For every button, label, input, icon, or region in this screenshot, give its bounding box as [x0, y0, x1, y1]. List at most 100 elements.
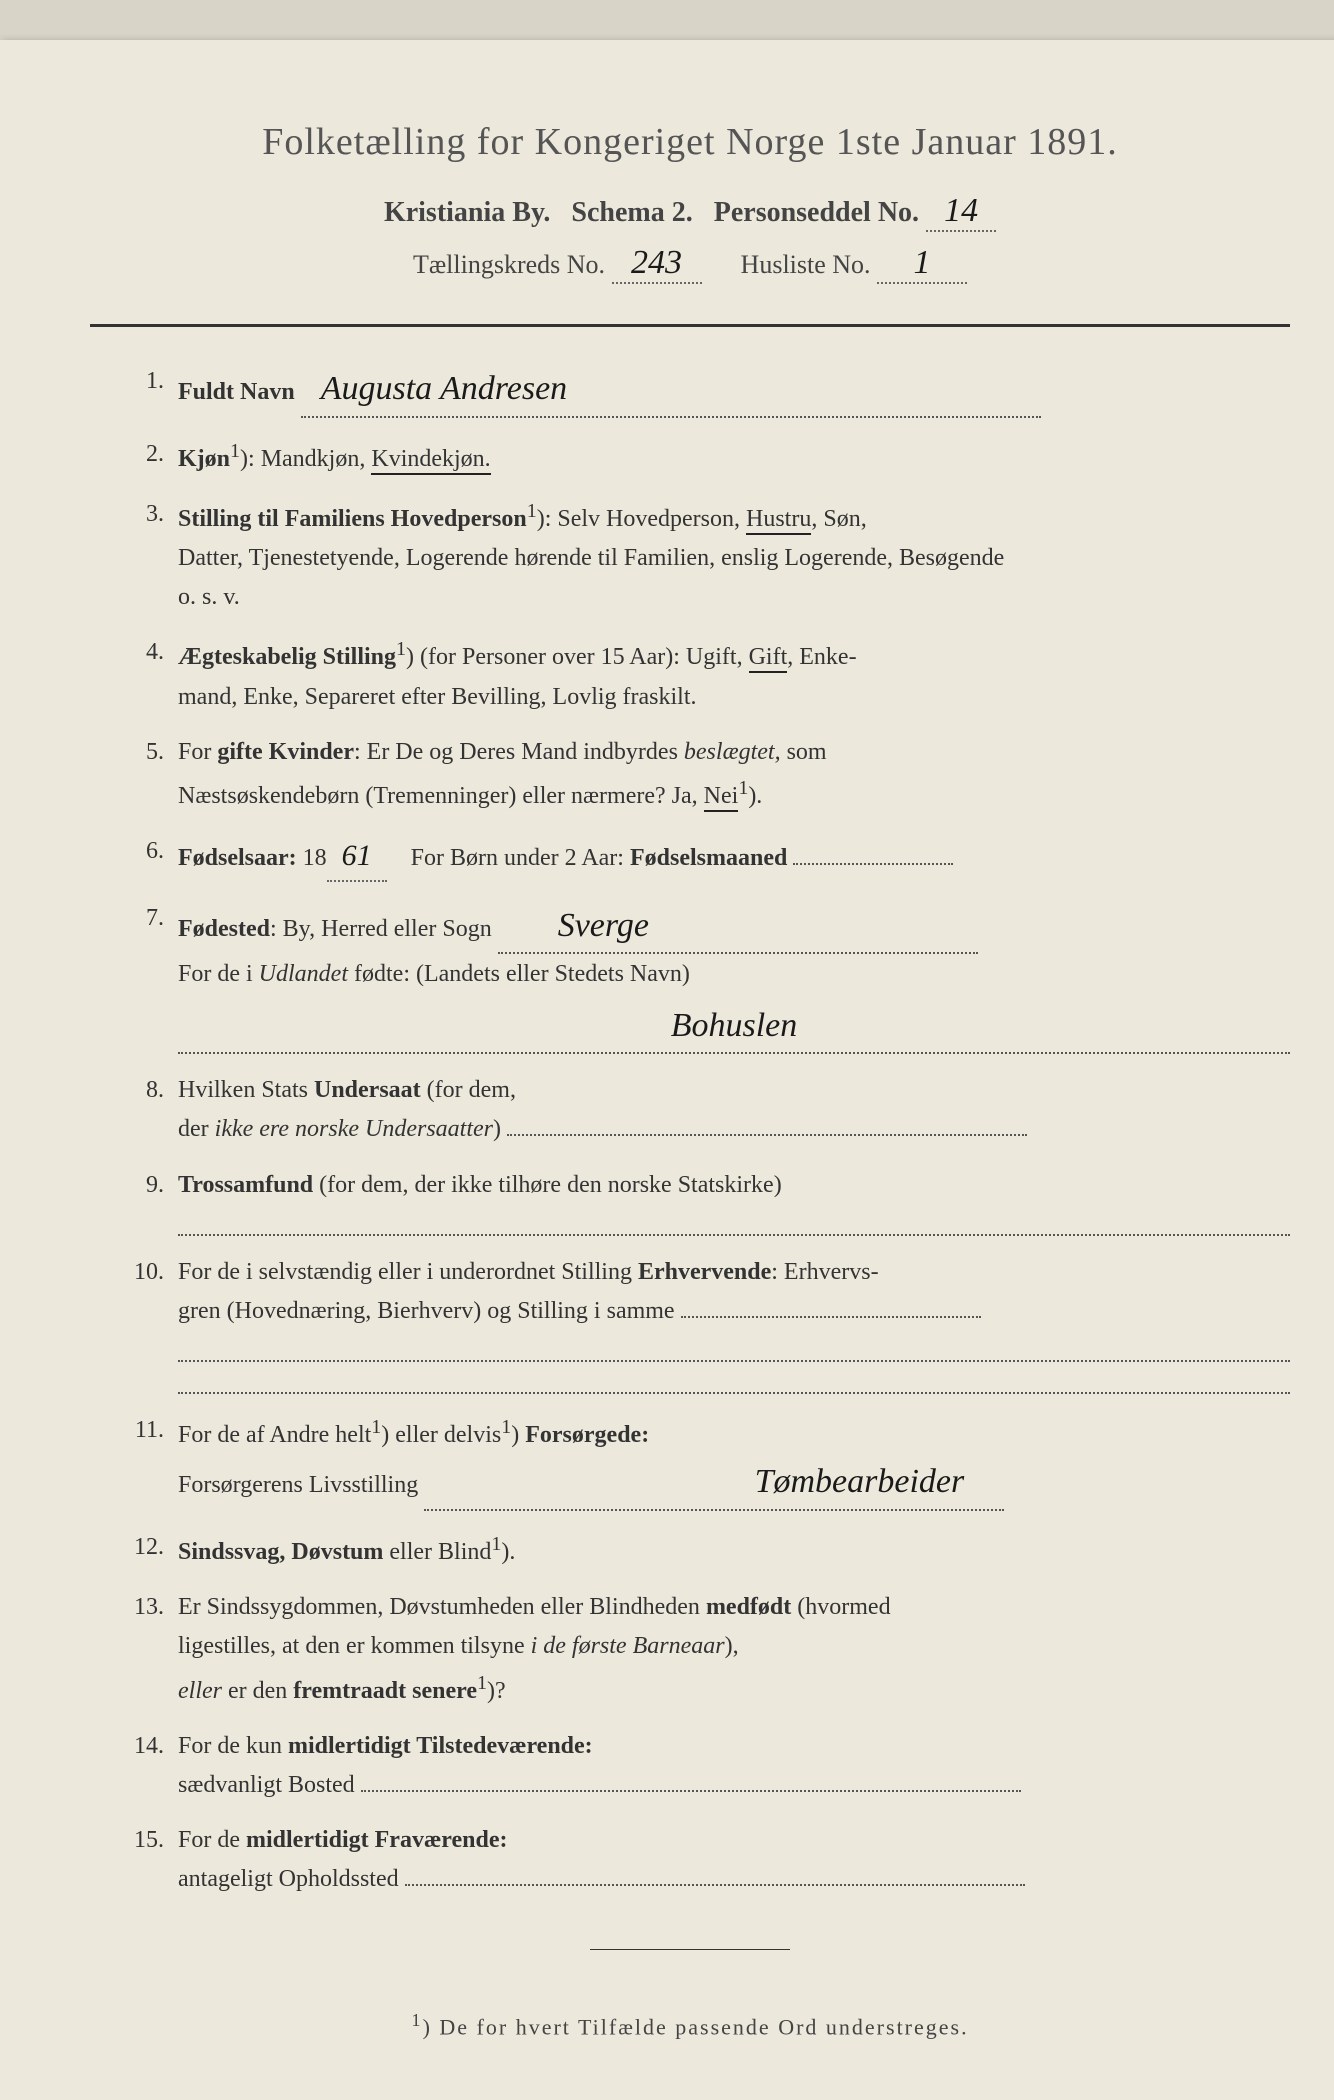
field-label: Kjøn [178, 446, 230, 472]
field-2: 2. Kjøn1): Mandkjøn, Kvindekjøn. [110, 436, 1290, 478]
field-num: 3. [110, 496, 178, 617]
sup: 1 [527, 500, 537, 522]
field-label: Fuldt Navn [178, 379, 295, 405]
em: Udlandet [259, 961, 348, 987]
sup: 1 [491, 1533, 501, 1555]
text: ), [725, 1633, 739, 1659]
field-num: 14. [110, 1728, 178, 1804]
text: (hvormed [791, 1594, 890, 1620]
field-7: 7. Fødested: By, Herred eller Sogn Sverg… [110, 900, 1290, 1055]
city-label: Kristiania By. [384, 197, 550, 228]
field-13: 13. Er Sindssygdommen, Døvstumheden elle… [110, 1589, 1290, 1710]
text-line2: mand, Enke, Separeret efter Bevilling, L… [178, 679, 1290, 716]
field-label: Trossamfund [178, 1172, 313, 1198]
footnote: 1) De for hvert Tilfælde passende Ord un… [90, 2010, 1290, 2040]
field-num: 11. [110, 1412, 178, 1511]
field-num: 7. [110, 900, 178, 1055]
field-5: 5. For gifte Kvinder: Er De og Deres Man… [110, 734, 1290, 815]
text: For de kun [178, 1733, 288, 1759]
label-bold: Undersaat [314, 1077, 421, 1103]
text: Næstsøskendebørn (Tremenninger) eller næ… [178, 783, 704, 809]
main-title: Folketælling for Kongeriget Norge 1ste J… [90, 120, 1290, 164]
text: Hvilken Stats [178, 1077, 314, 1103]
field-11: 11. For de af Andre helt1) eller delvis1… [110, 1412, 1290, 1511]
text: fødte: (Landets eller Stedets Navn) [348, 961, 690, 987]
text-line2: Datter, Tjenestetyende, Logerende hørend… [178, 540, 1290, 577]
text: , Enke- [787, 644, 856, 670]
field-num: 4. [110, 634, 178, 715]
text: (for dem, [421, 1077, 516, 1103]
text: (for dem, der ikke tilhøre den norske St… [313, 1172, 782, 1198]
kreds-label: Tællingskreds No. [413, 250, 605, 279]
text: ligestilles, at den er kommen tilsyne [178, 1633, 531, 1659]
label-bold: gifte Kvinder [217, 739, 354, 765]
text: : By, Herred eller Sogn [270, 916, 492, 942]
field-6: 6. Fødselsaar: 1861 For Børn under 2 Aar… [110, 833, 1290, 882]
year-value: 61 [342, 839, 372, 872]
label-bold: Forsørgede: [525, 1422, 649, 1448]
text: For de [178, 1827, 246, 1853]
schema-label: Schema 2. [571, 197, 692, 228]
text: )? [487, 1678, 506, 1704]
field-label: Ægteskabelig Stilling [178, 644, 396, 670]
foreign-place-value: Bohuslen [671, 1000, 798, 1053]
personseddel-no: 14 [944, 192, 978, 230]
text: For de af Andre helt [178, 1422, 371, 1448]
sup: 1 [411, 2010, 422, 2030]
text: er den [222, 1678, 293, 1704]
subtitle-row-2: Tællingskreds No. 243 Husliste No. 1 [90, 244, 1290, 284]
field-label: Stilling til Familiens Hovedperson [178, 506, 527, 532]
field-3: 3. Stilling til Familiens Hovedperson1):… [110, 496, 1290, 617]
husliste-label: Husliste No. [741, 250, 871, 279]
sup: 1 [738, 777, 748, 799]
text: : Er De og Deres Mand indbyrdes [354, 739, 684, 765]
em: i de første Barneaar [531, 1633, 725, 1659]
text: Er Sindssygdommen, Døvstumheden eller Bl… [178, 1594, 706, 1620]
text: ) eller delvis [381, 1422, 501, 1448]
option-text: Mandkjøn, [261, 446, 372, 472]
personseddel-label: Personseddel No. [714, 197, 919, 228]
text: ) (for Personer over 15 Aar): Ugift, [406, 644, 749, 670]
text: eller Blind [383, 1539, 491, 1565]
sup: 1 [501, 1416, 511, 1438]
field-15: 15. For de midlertidigt Fraværende: anta… [110, 1822, 1290, 1898]
field-10: 10. For de i selvstændig eller i underor… [110, 1254, 1290, 1394]
field-num: 5. [110, 734, 178, 815]
text: For [178, 739, 217, 765]
field-label: Fødselsaar: [178, 845, 297, 871]
field-num: 6. [110, 833, 178, 882]
label-bold: medfødt [706, 1594, 791, 1620]
sup: 1 [477, 1672, 487, 1694]
field-num: 1. [110, 363, 178, 418]
sup: 1 [230, 440, 240, 462]
field-9: 9. Trossamfund (for dem, der ikke tilhør… [110, 1167, 1290, 1236]
text: Forsørgerens Livsstilling [178, 1472, 418, 1498]
field-1: 1. Fuldt Navn Augusta Andresen [110, 363, 1290, 418]
text: For de i selvstændig eller i underordnet… [178, 1259, 638, 1285]
text: sædvanligt Bosted [178, 1772, 355, 1798]
text-line3: o. s. v. [178, 579, 1290, 616]
field-label: Sindssvag, Døvstum [178, 1539, 383, 1565]
sup: 1 [396, 638, 406, 660]
field-12: 12. Sindssvag, Døvstum eller Blind1). [110, 1529, 1290, 1571]
footnote-text: ) De for hvert Tilfælde passende Ord und… [423, 2014, 969, 2039]
text: antageligt Opholdssted [178, 1866, 399, 1892]
subtitle-row: Kristiania By. Schema 2. Personseddel No… [90, 192, 1290, 232]
husliste-no: 1 [914, 244, 931, 282]
selected-option: Gift [749, 644, 788, 673]
census-form-page: Folketælling for Kongeriget Norge 1ste J… [0, 40, 1334, 2100]
text: ). [748, 783, 762, 809]
field-num: 10. [110, 1254, 178, 1394]
field-label: Fødested [178, 916, 270, 942]
text: ) [493, 1116, 501, 1142]
text: gren (Hovednæring, Bierhverv) og Stillin… [178, 1298, 675, 1324]
field-num: 8. [110, 1072, 178, 1148]
em: eller [178, 1678, 222, 1704]
provider-occupation-value: Tømbearbeider [755, 1456, 965, 1509]
text: , Søn, [811, 506, 866, 532]
year-prefix: 18 [303, 845, 327, 871]
label-bold: fremtraadt senere [293, 1678, 477, 1704]
selected-option: Kvindekjøn. [371, 446, 490, 475]
field-num: 2. [110, 436, 178, 478]
text: ) [511, 1422, 525, 1448]
